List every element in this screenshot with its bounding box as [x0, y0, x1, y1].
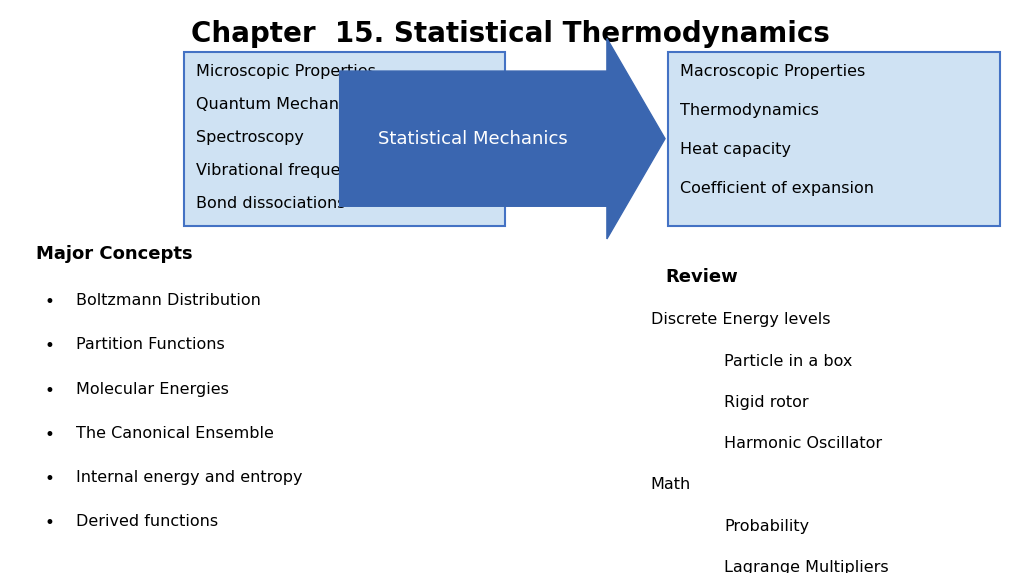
Text: Heat capacity: Heat capacity [680, 142, 791, 157]
Text: Coefficient of expansion: Coefficient of expansion [680, 180, 873, 196]
Text: Macroscopic Properties: Macroscopic Properties [680, 64, 865, 79]
Text: •: • [44, 293, 54, 311]
Text: Boltzmann Distribution: Boltzmann Distribution [76, 293, 261, 308]
Text: •: • [44, 514, 54, 532]
Text: Lagrange Multipliers: Lagrange Multipliers [723, 560, 888, 573]
Text: Rigid rotor: Rigid rotor [723, 395, 808, 410]
Text: •: • [44, 470, 54, 488]
Text: Partition Functions: Partition Functions [76, 337, 225, 352]
Text: Thermodynamics: Thermodynamics [680, 103, 818, 118]
Text: Chapter  15. Statistical Thermodynamics: Chapter 15. Statistical Thermodynamics [191, 20, 828, 48]
Text: Major Concepts: Major Concepts [36, 245, 193, 263]
Text: Microscopic Properties: Microscopic Properties [196, 64, 375, 79]
Text: Statistical Mechanics: Statistical Mechanics [378, 129, 568, 148]
Text: •: • [44, 426, 54, 444]
Text: Harmonic Oscillator: Harmonic Oscillator [723, 436, 881, 451]
Text: Molecular Energies: Molecular Energies [76, 382, 229, 397]
Text: •: • [44, 382, 54, 399]
Text: Math: Math [650, 477, 690, 492]
Text: Probability: Probability [723, 519, 808, 533]
Text: Derived functions: Derived functions [76, 514, 218, 529]
Polygon shape [339, 38, 664, 239]
Text: Discrete Energy levels: Discrete Energy levels [650, 312, 829, 327]
Text: Review: Review [664, 268, 737, 286]
Text: Bond dissociations: Bond dissociations [196, 196, 345, 211]
Text: Spectroscopy: Spectroscopy [196, 130, 304, 145]
Text: The Canonical Ensemble: The Canonical Ensemble [76, 426, 274, 441]
Text: •: • [44, 337, 54, 355]
FancyBboxPatch shape [667, 52, 999, 226]
Text: Vibrational frequencies: Vibrational frequencies [196, 163, 381, 178]
Text: Particle in a box: Particle in a box [723, 354, 852, 368]
Text: Internal energy and entropy: Internal energy and entropy [76, 470, 303, 485]
Text: Quantum Mechanics: Quantum Mechanics [196, 97, 360, 112]
FancyBboxPatch shape [183, 52, 504, 226]
